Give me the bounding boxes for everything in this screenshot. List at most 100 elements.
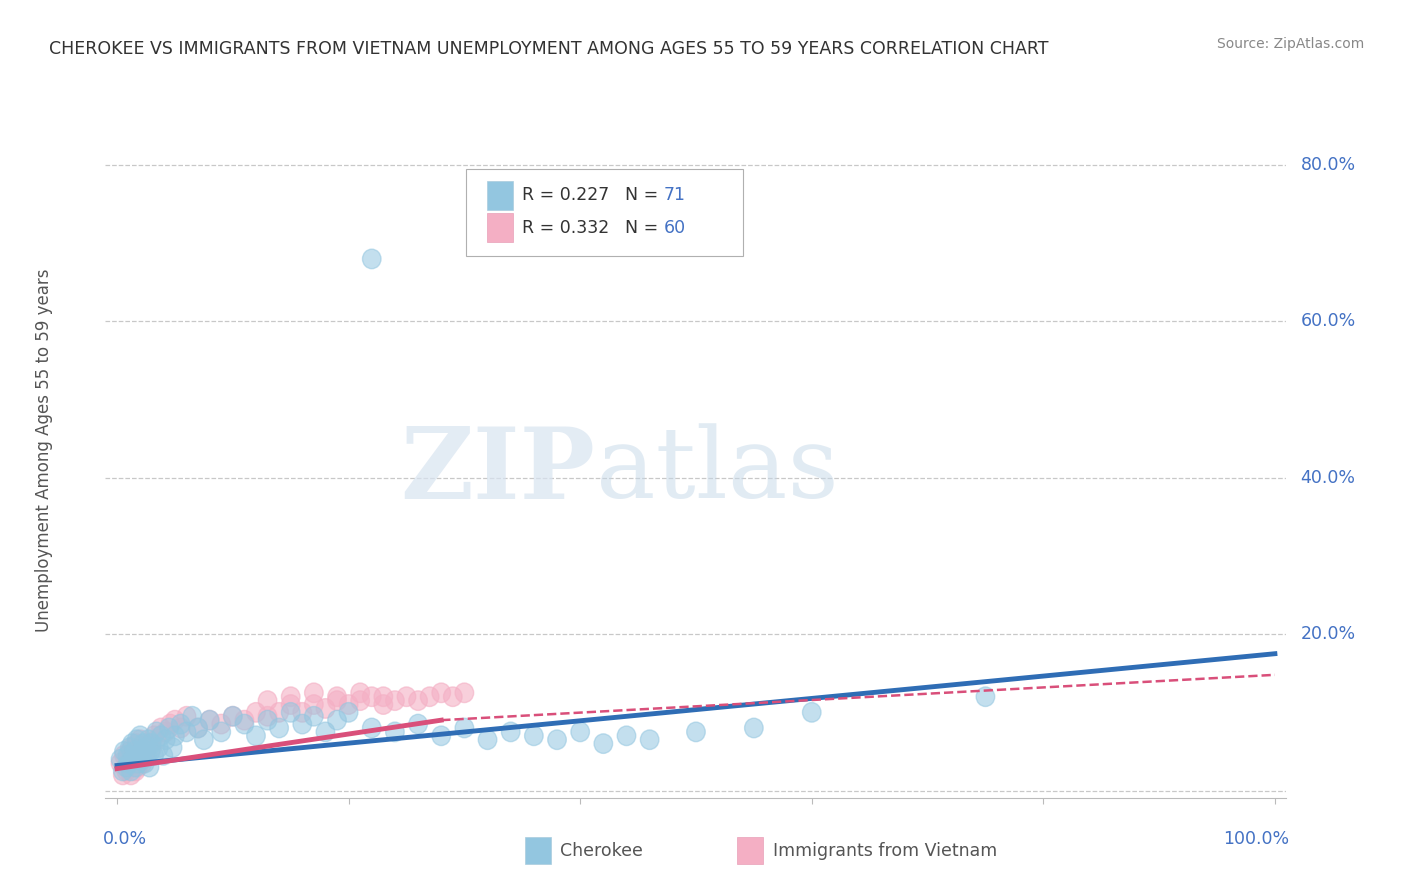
Ellipse shape — [281, 687, 299, 706]
Ellipse shape — [172, 714, 190, 734]
Ellipse shape — [235, 710, 253, 730]
Ellipse shape — [352, 683, 370, 703]
Ellipse shape — [135, 734, 153, 754]
Ellipse shape — [132, 746, 150, 765]
Ellipse shape — [117, 761, 135, 780]
Ellipse shape — [136, 741, 155, 761]
Ellipse shape — [352, 690, 370, 710]
Text: 80.0%: 80.0% — [1301, 156, 1355, 174]
Ellipse shape — [281, 703, 299, 723]
Ellipse shape — [115, 746, 134, 765]
Ellipse shape — [224, 706, 242, 726]
Ellipse shape — [385, 723, 404, 741]
Ellipse shape — [976, 687, 994, 706]
Text: 100.0%: 100.0% — [1223, 830, 1289, 847]
Ellipse shape — [132, 741, 150, 761]
Ellipse shape — [141, 757, 159, 777]
Ellipse shape — [129, 749, 148, 769]
Ellipse shape — [363, 687, 381, 706]
Ellipse shape — [148, 723, 166, 741]
Text: 60.0%: 60.0% — [1301, 312, 1355, 330]
FancyBboxPatch shape — [465, 169, 744, 256]
Ellipse shape — [156, 730, 174, 749]
Ellipse shape — [131, 730, 149, 749]
Ellipse shape — [224, 706, 242, 726]
Ellipse shape — [122, 761, 141, 780]
Ellipse shape — [148, 730, 166, 749]
Text: Source: ZipAtlas.com: Source: ZipAtlas.com — [1216, 37, 1364, 52]
Text: 20.0%: 20.0% — [1301, 625, 1355, 643]
Ellipse shape — [374, 687, 392, 706]
Ellipse shape — [162, 714, 180, 734]
Ellipse shape — [128, 757, 148, 777]
Text: N =: N = — [626, 186, 658, 204]
Ellipse shape — [177, 723, 195, 741]
Ellipse shape — [194, 730, 214, 749]
Ellipse shape — [595, 734, 613, 754]
Ellipse shape — [124, 754, 142, 773]
FancyBboxPatch shape — [486, 213, 513, 243]
Text: Cherokee: Cherokee — [560, 841, 643, 860]
Ellipse shape — [803, 703, 821, 723]
Ellipse shape — [328, 687, 346, 706]
Ellipse shape — [121, 738, 139, 757]
Ellipse shape — [385, 690, 404, 710]
Ellipse shape — [259, 690, 277, 710]
FancyBboxPatch shape — [524, 837, 551, 864]
Ellipse shape — [420, 687, 439, 706]
Ellipse shape — [160, 718, 179, 738]
Ellipse shape — [138, 746, 156, 765]
Ellipse shape — [122, 765, 141, 785]
Ellipse shape — [270, 718, 288, 738]
Ellipse shape — [188, 718, 207, 738]
Ellipse shape — [111, 749, 129, 769]
Ellipse shape — [398, 687, 416, 706]
Ellipse shape — [745, 718, 763, 738]
Ellipse shape — [124, 749, 142, 769]
Ellipse shape — [156, 723, 174, 741]
Ellipse shape — [136, 738, 155, 757]
Ellipse shape — [363, 718, 381, 738]
Ellipse shape — [640, 730, 659, 749]
Ellipse shape — [270, 703, 288, 723]
Ellipse shape — [246, 726, 266, 746]
Ellipse shape — [114, 761, 132, 780]
Ellipse shape — [432, 683, 450, 703]
Text: R = 0.332: R = 0.332 — [523, 219, 610, 236]
Ellipse shape — [305, 695, 323, 714]
FancyBboxPatch shape — [737, 837, 763, 864]
Text: R = 0.227: R = 0.227 — [523, 186, 610, 204]
Ellipse shape — [686, 723, 706, 741]
Ellipse shape — [166, 710, 184, 730]
Ellipse shape — [188, 718, 207, 738]
Ellipse shape — [142, 734, 162, 754]
Ellipse shape — [117, 757, 135, 777]
Ellipse shape — [114, 765, 132, 785]
Ellipse shape — [571, 723, 589, 741]
Ellipse shape — [139, 734, 157, 754]
Ellipse shape — [456, 683, 474, 703]
Ellipse shape — [456, 718, 474, 738]
Ellipse shape — [125, 746, 143, 765]
Ellipse shape — [177, 706, 195, 726]
Ellipse shape — [328, 710, 346, 730]
Ellipse shape — [142, 738, 162, 757]
Ellipse shape — [339, 695, 359, 714]
Ellipse shape — [163, 738, 181, 757]
Ellipse shape — [125, 741, 143, 761]
Ellipse shape — [134, 749, 152, 769]
Ellipse shape — [305, 706, 323, 726]
Ellipse shape — [152, 718, 170, 738]
Ellipse shape — [149, 738, 167, 757]
Ellipse shape — [121, 741, 139, 761]
Ellipse shape — [524, 726, 543, 746]
Ellipse shape — [135, 738, 153, 757]
Ellipse shape — [111, 754, 129, 773]
Ellipse shape — [152, 726, 170, 746]
Ellipse shape — [131, 726, 149, 746]
Ellipse shape — [212, 723, 231, 741]
Ellipse shape — [128, 734, 146, 754]
Text: CHEROKEE VS IMMIGRANTS FROM VIETNAM UNEMPLOYMENT AMONG AGES 55 TO 59 YEARS CORRE: CHEROKEE VS IMMIGRANTS FROM VIETNAM UNEM… — [49, 40, 1049, 58]
Ellipse shape — [478, 730, 496, 749]
Ellipse shape — [328, 690, 346, 710]
